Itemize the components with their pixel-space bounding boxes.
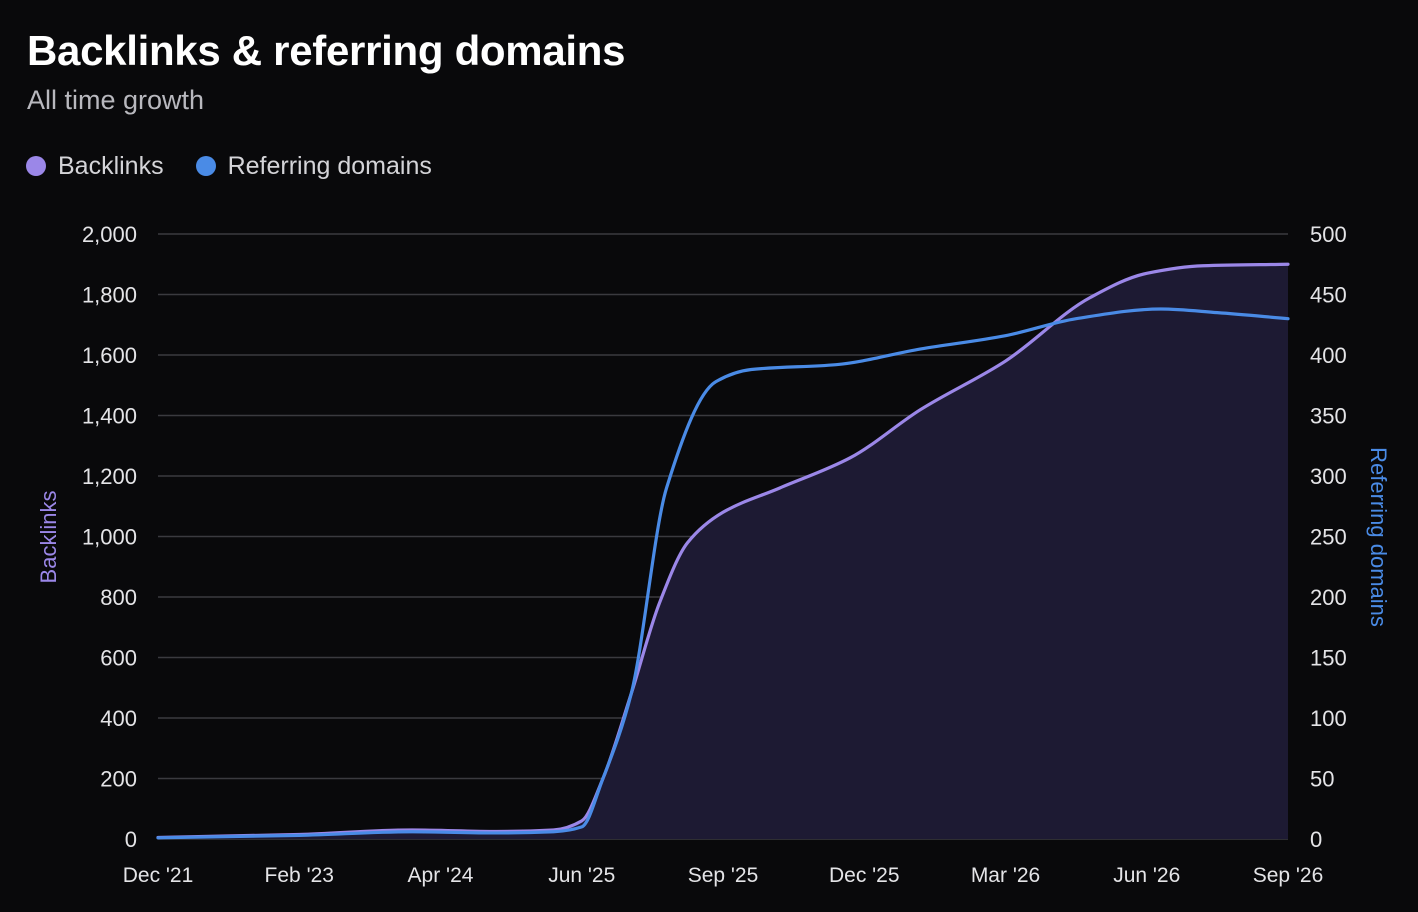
y-left-tick-2: 400 — [100, 706, 137, 731]
y-right-tick-8: 400 — [1310, 343, 1347, 368]
y-left-tick-8: 1,600 — [82, 343, 137, 368]
y-right-tick-1: 50 — [1310, 767, 1334, 792]
x-tick-1: Feb '23 — [265, 864, 334, 887]
y-left-tick-3: 600 — [100, 646, 137, 671]
chart-title: Backlinks & referring domains — [27, 27, 626, 74]
x-tick-5: Dec '25 — [829, 864, 900, 887]
y-left-tick-4: 800 — [100, 585, 137, 610]
x-tick-4: Sep '25 — [688, 864, 759, 887]
series-line-backlinks[interactable] — [156, 262, 1290, 840]
x-tick-3: Jun '25 — [548, 864, 615, 887]
y-left-tick-7: 1,400 — [82, 404, 137, 429]
y-right-tick-9: 450 — [1310, 283, 1347, 308]
x-tick-labels: Dec '21 Feb '23 Apr '24 Jun '25 Sep '25 Dec '… — [123, 864, 1324, 887]
y-right-tick-labels: 0 50 100 150 200 250 300 350 400 450 500 — [1310, 222, 1347, 852]
y-right-tick-7: 350 — [1310, 404, 1347, 429]
legend-item-referring-domains[interactable]: Referring domains — [195, 151, 432, 181]
y-right-tick-5: 250 — [1310, 525, 1347, 550]
y-left-tick-1: 200 — [100, 767, 137, 792]
y-right-tick-4: 200 — [1310, 585, 1347, 610]
y-left-tick-0: 0 — [125, 827, 137, 852]
y-left-tick-10: 2,000 — [82, 222, 137, 247]
legend-label-backlinks: Backlinks — [58, 151, 164, 180]
y-right-axis-label: Referring domains — [1366, 447, 1391, 627]
legend-dot-backlinks — [26, 156, 46, 176]
legend-item-backlinks[interactable]: Backlinks — [26, 152, 164, 181]
x-tick-0: Dec '21 — [123, 864, 194, 887]
y-left-tick-9: 1,800 — [82, 283, 137, 308]
x-tick-2: Apr '24 — [408, 864, 474, 887]
y-left-tick-6: 1,200 — [82, 464, 137, 489]
y-left-axis-label: Backlinks — [36, 491, 61, 584]
y-right-tick-10: 500 — [1310, 222, 1347, 247]
y-right-tick-2: 100 — [1310, 706, 1347, 731]
x-tick-6: Mar '26 — [971, 864, 1040, 887]
y-right-tick-3: 150 — [1310, 646, 1347, 671]
x-tick-7: Jun '26 — [1113, 864, 1180, 887]
x-tick-8: Sep '26 — [1253, 864, 1324, 887]
chart-legend: Backlinks Referring domains — [26, 150, 464, 182]
legend-label-referring-domains: Referring domains — [227, 151, 432, 180]
y-right-tick-6: 300 — [1310, 464, 1347, 489]
area-backlinks — [158, 264, 1288, 839]
area-layer — [158, 264, 1288, 839]
chart-subtitle: All time growth — [27, 85, 205, 115]
y-right-tick-0: 0 — [1310, 827, 1322, 852]
legend-dot-referring-domains — [195, 156, 216, 176]
y-left-tick-5: 1,000 — [82, 525, 137, 550]
y-left-tick-labels: 0 200 400 600 800 1,000 1,200 1,400 1,600 1,800 2,… — [82, 222, 137, 852]
series-lines — [156, 262, 1290, 840]
series-line-referring-domains[interactable] — [156, 307, 1290, 840]
